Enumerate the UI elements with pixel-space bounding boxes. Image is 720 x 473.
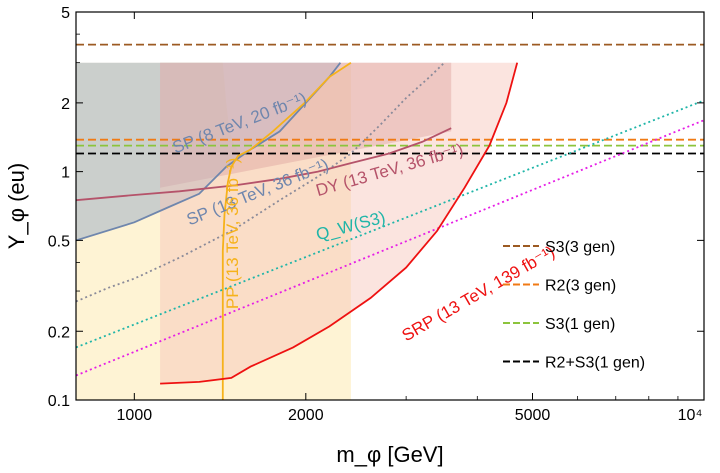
y-axis-title: Y_φ (eu) bbox=[4, 163, 29, 249]
x-tick-label: 10⁴ bbox=[678, 407, 703, 424]
srp-region bbox=[160, 62, 518, 384]
series-srp-13-tev-139-fb bbox=[160, 62, 519, 385]
x-axis-title: m_φ [GeV] bbox=[336, 442, 443, 467]
pp-13tev-region bbox=[76, 62, 351, 400]
series-pp-13-tev-36-fb bbox=[221, 61, 352, 400]
legend-label-s3-1-gen: S3(1 gen) bbox=[545, 316, 615, 333]
y-tick-label: 0.2 bbox=[48, 324, 70, 341]
legend-label-r2-3-gen: R2(3 gen) bbox=[545, 278, 616, 295]
y-tick-label: 0.1 bbox=[48, 393, 70, 410]
legend-label-r2-s3-1-gen: R2+S3(1 gen) bbox=[545, 355, 645, 372]
series-dy-13-tev-36-fb bbox=[76, 127, 452, 202]
sp-8tev-region bbox=[76, 62, 341, 241]
x-tick-label: 2000 bbox=[288, 407, 324, 424]
curve-label-srp-13-tev-139-fb: SRP (13 TeV, 139 fb⁻¹) bbox=[399, 242, 558, 345]
x-tick-label: 5000 bbox=[515, 407, 551, 424]
plot-frame bbox=[75, 11, 705, 401]
y-tick-label: 0.5 bbox=[48, 233, 70, 250]
y-tick-label: 5 bbox=[61, 5, 70, 22]
legend-label-s3-3-gen: S3(3 gen) bbox=[545, 239, 615, 256]
curve-label-pp-13-tev-36-fb: PP (13 TeV, 36 fb⁻¹) bbox=[223, 158, 242, 309]
y-tick-label: 1 bbox=[61, 165, 70, 182]
y-tick-label: 2 bbox=[61, 96, 70, 113]
x-tick-label: 1000 bbox=[117, 407, 153, 424]
dy-region bbox=[160, 62, 452, 188]
series-sp-13-tev-36-fb bbox=[76, 62, 445, 303]
